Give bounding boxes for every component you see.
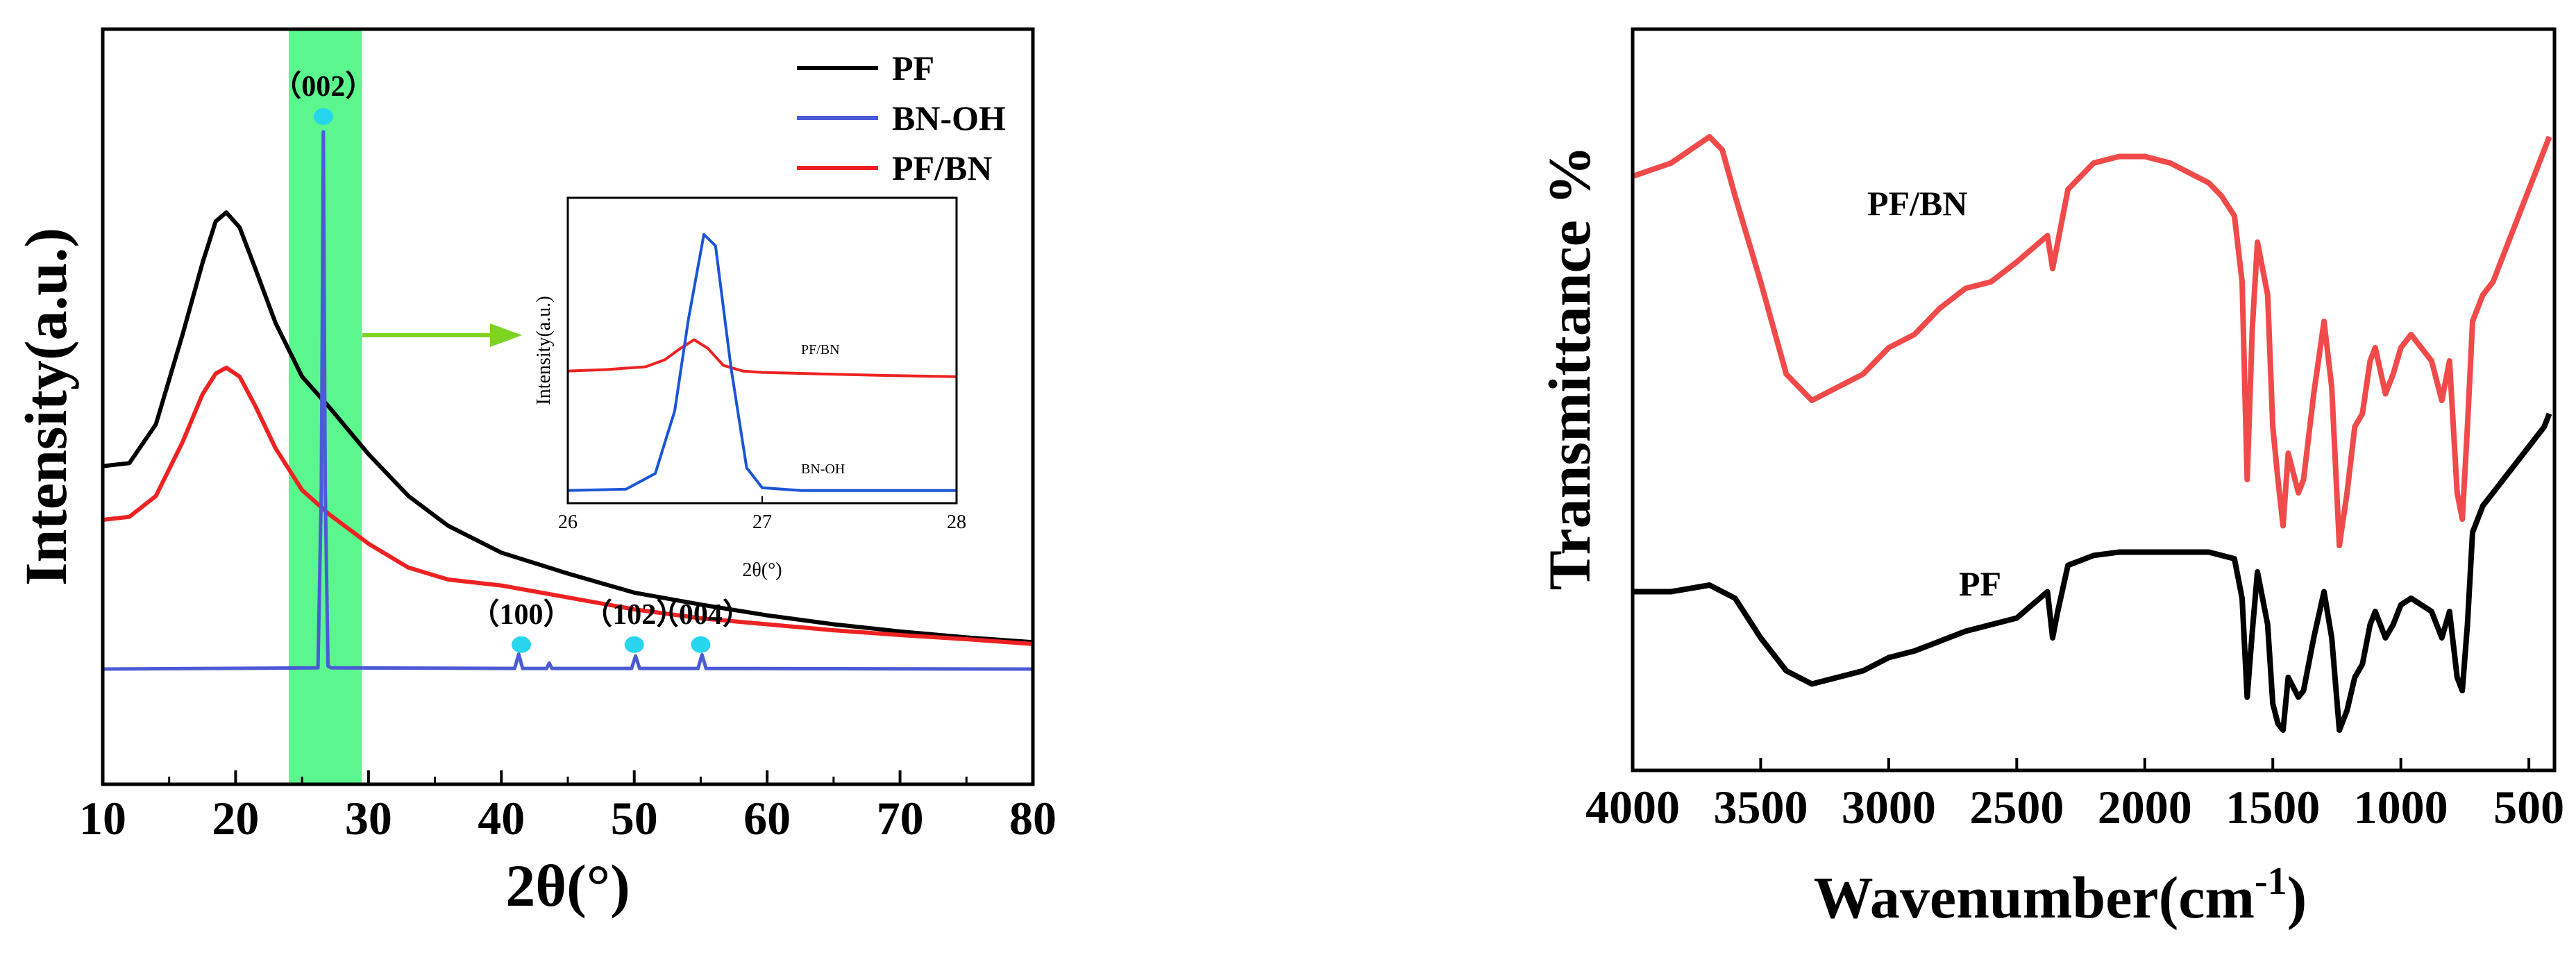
inset-tick-label: 28 [947,512,966,533]
xrd-legend: PF BN-OH PF/BN [797,49,1006,187]
xrd-tick-label: 50 [611,792,658,845]
xrd-x-ticks: 10 20 30 40 50 60 70 80 [79,770,1057,845]
ftir-series-group [1631,134,2552,733]
ftir-x-ticks: 4000 3500 3000 2500 2000 1500 1000 500 [1585,758,2564,834]
inset-x-axis-label: 2θ(°) [742,559,782,581]
legend-label-bn-oh: BN-OH [892,99,1006,137]
ftir-tick-label: 500 [2493,781,2564,834]
legend-label-pf-bn: PF/BN [892,149,992,187]
peak-marker-004 [691,636,711,653]
peak-marker-100 [512,636,531,653]
xrd-tick-label: 60 [743,792,791,845]
ftir-tick-label: 1000 [2354,781,2448,834]
ftir-series-pf-bn [1631,134,2552,548]
ftir-tick-label: 3000 [1842,781,1936,834]
xrd-peak-markers: （002） （100） （102）（004） [272,70,752,653]
ftir-y-axis-label: Transmittance % [1536,146,1603,591]
peak-marker-102 [624,636,644,653]
xrd-series-pf [102,210,1034,645]
peak-label-102: （102） [583,598,685,631]
xrd-tick-label: 40 [478,792,525,845]
xrd-tick-label: 20 [212,792,259,845]
peak-label-004: （004） [650,598,752,631]
peak-label-100: （100） [470,598,572,631]
inset-annotations: PF/BN BN-OH [801,342,845,477]
xrd-inset: 26 27 28 2θ(°) Intensity(a.u.) PF/BN BN-OH [533,196,966,581]
ftir-series-pf [1633,412,2552,733]
inset-annotation-bn-oh: BN-OH [801,462,845,477]
inset-tick-label: 26 [558,512,578,533]
xrd-tick-label: 80 [1009,792,1057,845]
ftir-series-label-pf: PF [1959,564,2001,603]
peak-marker-002 [313,108,333,125]
ftir-x-axis-label: Wavenumber(cm-1) [1814,860,2307,931]
xrd-series-pf-bn [102,365,1034,646]
ftir-tick-label: 3500 [1713,781,1808,834]
xrd-panel: （002） （100） （102）（004） 10 20 30 40 50 60 70 80 2θ… [12,27,1057,919]
ftir-tick-label: 1500 [2225,781,2320,834]
inset-annotation-pf-bn: PF/BN [801,342,840,357]
xrd-tick-label: 30 [345,792,392,845]
xrd-y-axis-label: Intensity(a.u.) [12,228,79,586]
ftir-panel: 4000 3500 3000 2500 2000 1500 1000 500 Wavenumb… [1536,27,2564,931]
inset-tick-label: 27 [752,512,772,533]
ftir-tick-label: 2500 [1969,781,2064,834]
peak-label-002: （002） [272,70,374,103]
zoom-arrow [362,323,522,347]
xrd-series-bn-oh [102,130,1034,671]
inset-series-group [567,233,957,492]
ftir-series-label-pf-bn: PF/BN [1867,184,1967,223]
xrd-series-group [102,130,1034,671]
inset-series-pf-bn [567,338,957,378]
xrd-tick-label: 10 [79,792,126,845]
legend-label-pf: PF [892,49,934,87]
inset-x-ticks: 26 27 28 [558,496,966,533]
ftir-tick-label: 2000 [2098,781,2192,834]
inset-y-axis-label: Intensity(a.u.) [533,296,555,405]
ftir-plot-frame [1631,27,2557,772]
xrd-x-axis-label: 2θ(°) [505,852,630,919]
ftir-tick-label: 4000 [1585,781,1680,834]
inset-series-bn-oh [567,233,957,492]
xrd-tick-label: 70 [877,792,924,845]
